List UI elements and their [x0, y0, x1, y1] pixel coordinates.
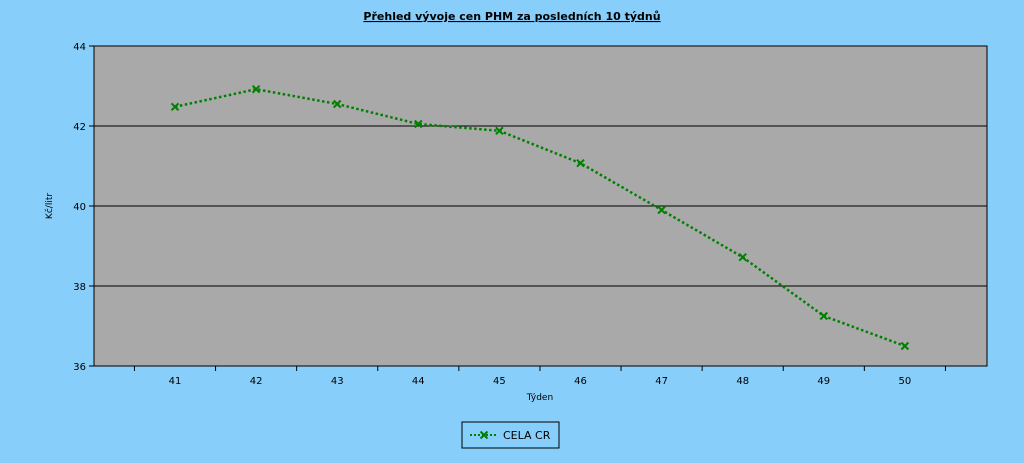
legend-series-marker	[479, 430, 489, 440]
series-line	[174, 87, 906, 348]
data-point-marker	[738, 252, 747, 262]
x-tick-label: 45	[493, 376, 506, 387]
x-tick-label: 41	[169, 376, 182, 387]
grid-lines	[94, 125, 987, 287]
data-point-marker	[900, 341, 910, 351]
x-tick-label: 43	[331, 376, 344, 387]
x-tick-label: 48	[736, 376, 749, 387]
y-tick-label: 38	[73, 282, 86, 293]
y-tick-label: 40	[73, 202, 86, 213]
legend-series-label: CELA CR	[503, 429, 551, 442]
legend-box	[461, 421, 560, 449]
data-point-marker	[657, 205, 666, 215]
data-point-marker	[414, 119, 423, 129]
series-group	[170, 84, 910, 351]
x-tick-label: 49	[817, 376, 830, 387]
data-point-marker	[332, 99, 342, 109]
x-axis-ticks: 41 42 43 44 45 46 47 48 49 50	[133, 366, 946, 387]
y-axis-label: Kč/litr	[44, 193, 55, 219]
data-point-marker	[576, 158, 585, 168]
x-tick-label: 44	[412, 376, 425, 387]
legend: CELA CR	[461, 421, 560, 449]
y-axis-ticks: 36 38 40 42 44	[73, 42, 94, 373]
x-tick-label: 50	[899, 376, 912, 387]
data-point-marker	[251, 84, 261, 94]
y-tick-label: 44	[73, 42, 86, 53]
x-tick-label: 42	[250, 376, 263, 387]
legend-marker-x	[479, 430, 489, 440]
data-point-marker	[819, 311, 829, 321]
y-tick-label: 36	[73, 362, 86, 373]
chart-title: Přehled vývoje cen PHM za posledních 10 …	[363, 10, 660, 23]
data-point-marker	[495, 126, 504, 136]
data-point-marker	[170, 102, 180, 112]
x-tick-label: 46	[574, 376, 587, 387]
x-axis-label: Týden	[526, 393, 553, 403]
y-tick-label: 42	[73, 122, 86, 133]
x-tick-label: 47	[655, 376, 668, 387]
